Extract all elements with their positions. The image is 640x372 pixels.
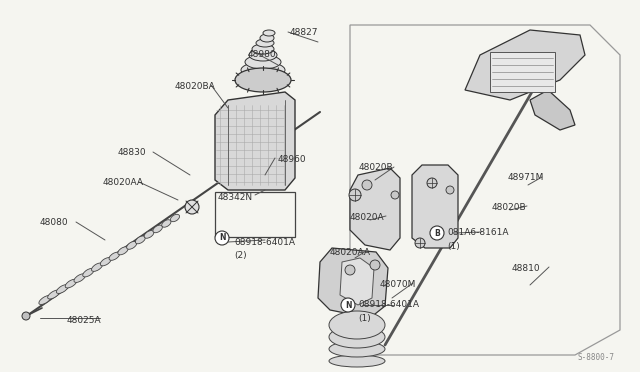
Ellipse shape xyxy=(162,220,171,227)
Text: B: B xyxy=(434,228,440,237)
Text: 48020AA: 48020AA xyxy=(103,178,144,187)
Ellipse shape xyxy=(127,241,137,249)
Ellipse shape xyxy=(329,311,385,339)
Ellipse shape xyxy=(74,274,85,282)
Ellipse shape xyxy=(153,225,163,233)
Ellipse shape xyxy=(100,258,111,266)
Text: 48020B: 48020B xyxy=(359,163,394,172)
Polygon shape xyxy=(530,90,575,130)
Circle shape xyxy=(415,238,425,248)
Circle shape xyxy=(345,265,355,275)
Circle shape xyxy=(427,178,437,188)
Text: N: N xyxy=(219,234,225,243)
Text: N: N xyxy=(345,301,351,310)
Circle shape xyxy=(430,226,444,240)
Ellipse shape xyxy=(241,62,285,78)
Circle shape xyxy=(391,191,399,199)
Text: 48070M: 48070M xyxy=(380,280,417,289)
Polygon shape xyxy=(350,168,400,250)
Circle shape xyxy=(370,260,380,270)
Ellipse shape xyxy=(118,247,128,255)
Circle shape xyxy=(349,189,361,201)
Text: 48960: 48960 xyxy=(278,155,307,164)
Ellipse shape xyxy=(329,355,385,367)
Ellipse shape xyxy=(47,290,60,299)
Ellipse shape xyxy=(256,39,274,47)
Ellipse shape xyxy=(56,285,68,294)
Ellipse shape xyxy=(249,49,277,61)
Text: (1): (1) xyxy=(447,242,460,251)
Circle shape xyxy=(341,298,355,312)
Ellipse shape xyxy=(263,30,275,36)
Text: S-8800-7: S-8800-7 xyxy=(578,353,615,362)
Text: 48342N: 48342N xyxy=(218,193,253,202)
Bar xyxy=(215,192,295,237)
Polygon shape xyxy=(412,165,458,248)
Circle shape xyxy=(446,186,454,194)
Polygon shape xyxy=(318,248,388,318)
Text: (2): (2) xyxy=(234,251,246,260)
Text: 08918-6401A: 08918-6401A xyxy=(358,300,419,309)
Text: 48020B: 48020B xyxy=(492,203,527,212)
Circle shape xyxy=(215,231,229,245)
Polygon shape xyxy=(340,258,374,305)
Text: 081A6-8161A: 081A6-8161A xyxy=(447,228,509,237)
Ellipse shape xyxy=(260,34,274,42)
Ellipse shape xyxy=(329,341,385,357)
Polygon shape xyxy=(465,30,585,100)
Text: 08918-6401A: 08918-6401A xyxy=(234,238,295,247)
Ellipse shape xyxy=(136,236,145,244)
Text: 48020BA: 48020BA xyxy=(175,82,216,91)
Text: 48827: 48827 xyxy=(290,28,319,37)
Ellipse shape xyxy=(92,263,102,271)
Ellipse shape xyxy=(245,55,281,69)
Ellipse shape xyxy=(39,295,51,305)
Text: 48080: 48080 xyxy=(40,218,68,227)
Ellipse shape xyxy=(144,231,154,238)
Ellipse shape xyxy=(83,269,94,277)
Ellipse shape xyxy=(329,326,385,348)
Text: 48810: 48810 xyxy=(512,264,541,273)
Text: 48980: 48980 xyxy=(248,50,276,59)
Bar xyxy=(490,52,555,92)
Ellipse shape xyxy=(109,252,120,260)
Polygon shape xyxy=(350,25,620,355)
Ellipse shape xyxy=(252,44,274,54)
Ellipse shape xyxy=(170,214,180,222)
Circle shape xyxy=(22,312,30,320)
Text: 48020AA: 48020AA xyxy=(330,248,371,257)
Text: 48971M: 48971M xyxy=(508,173,545,182)
Text: 48830: 48830 xyxy=(118,148,147,157)
Circle shape xyxy=(362,180,372,190)
Text: 48020A: 48020A xyxy=(350,213,385,222)
Ellipse shape xyxy=(65,279,77,288)
Ellipse shape xyxy=(235,68,291,92)
Circle shape xyxy=(185,200,199,214)
Text: 48025A: 48025A xyxy=(67,316,102,325)
Polygon shape xyxy=(215,92,295,190)
Text: (1): (1) xyxy=(358,314,371,323)
